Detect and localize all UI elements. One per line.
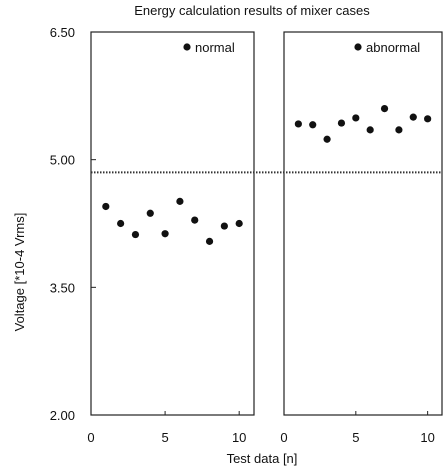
data-point-abnormal <box>366 126 374 134</box>
data-point-abnormal <box>395 126 403 134</box>
x-tick-label: 10 <box>420 430 434 445</box>
data-point-abnormal <box>323 135 331 143</box>
x-axis-label: Test data [n] <box>227 451 298 466</box>
y-ticks: 2.00 3.50 5.00 6.50 <box>50 25 96 423</box>
panel-2: 0 5 10 abnormal <box>280 31 443 445</box>
data-point-normal <box>220 222 228 230</box>
data-point-normal <box>176 197 184 205</box>
x-tick-label: 10 <box>232 430 246 445</box>
data-point-abnormal <box>424 115 432 123</box>
y-axis-label: Voltage [*10-4 Vrms] <box>12 213 27 332</box>
panel-frame <box>283 31 443 416</box>
data-point-normal <box>131 230 140 239</box>
x-tick-label: 5 <box>161 430 168 445</box>
x-tick-label: 0 <box>87 430 94 445</box>
data-point-normal <box>235 219 243 228</box>
data-point-normal <box>205 237 214 245</box>
data-point-normal <box>161 230 169 238</box>
x-tick-label: 5 <box>352 430 359 445</box>
y-tick-label: 2.00 <box>50 408 75 423</box>
y-tick-label: 5.00 <box>50 153 75 168</box>
data-point-normal <box>102 202 110 211</box>
legend-marker <box>354 43 362 51</box>
x-tick-label: 0 <box>280 430 287 445</box>
data-point-abnormal <box>352 114 360 122</box>
panel-frame <box>90 31 255 416</box>
chart-panels: 0 5 10 normal 0 5 10 abnormal <box>87 31 443 445</box>
legend-label: normal <box>195 40 235 55</box>
chart-title: Energy calculation results of mixer case… <box>134 3 370 18</box>
legend-abnormal: abnormal <box>354 40 420 55</box>
data-point-abnormal <box>337 119 346 127</box>
data-point-abnormal <box>409 113 417 121</box>
data-point-abnormal <box>309 121 317 129</box>
legend-label: abnormal <box>366 40 420 55</box>
data-point-normal <box>117 219 125 228</box>
y-tick-label: 3.50 <box>50 280 75 295</box>
y-tick-label: 6.50 <box>50 25 75 40</box>
panel-1: 0 5 10 normal <box>87 31 255 445</box>
legend-normal: normal <box>183 40 235 55</box>
data-point-normal <box>191 216 199 224</box>
legend-marker <box>183 43 191 51</box>
data-point-abnormal <box>380 105 389 113</box>
data-point-abnormal <box>294 120 302 128</box>
data-point-normal <box>146 209 154 217</box>
